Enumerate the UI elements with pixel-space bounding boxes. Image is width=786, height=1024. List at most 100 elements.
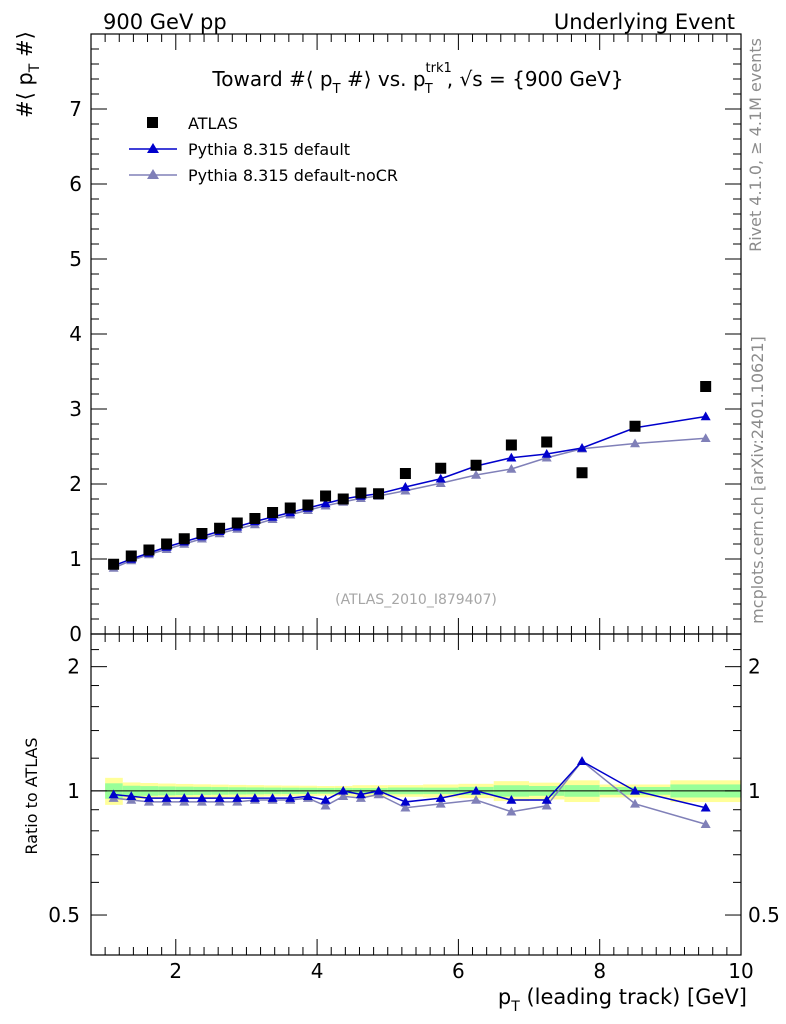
header-collision: 900 GeV pp <box>103 10 227 34</box>
marker-atlas-21 <box>576 467 588 479</box>
marker-atlas-23 <box>700 381 712 392</box>
marker-nocr-19 <box>506 464 517 473</box>
marker-atlas-13 <box>337 493 349 505</box>
ratio-marker-default-5 <box>196 793 207 802</box>
legend-marker-nocr <box>147 169 159 179</box>
ratio-marker-default-4 <box>179 793 190 802</box>
ratio-marker-default-22 <box>630 785 641 795</box>
marker-atlas-0 <box>108 558 120 570</box>
ratio-marker-default-14 <box>355 789 366 799</box>
marker-default-20 <box>541 449 552 458</box>
series-line-default <box>113 415 706 567</box>
rivet-version-label: Rivet 4.1.0, ≥ 4.1M events <box>746 38 765 252</box>
ratio-marker-default-1 <box>126 791 137 801</box>
marker-atlas-8 <box>249 513 261 524</box>
marker-atlas-19 <box>505 439 517 451</box>
x-tick-label: 4 <box>311 959 324 983</box>
ratio-marker-nocr-16 <box>400 802 411 812</box>
legend-label-atlas: ATLAS <box>188 114 238 133</box>
marker-atlas-22 <box>629 420 641 432</box>
main-panel-series <box>108 381 712 572</box>
y-main-tick-label: 3 <box>69 397 82 421</box>
y-ratio-tick-label-right: 2 <box>748 655 761 679</box>
axis-ticks: 2 4 6 8 10 0 1 2 3 4 5 6 7 0.5 0.5 1 1 2 2 <box>48 34 780 983</box>
y-main-tick-label: 6 <box>69 172 82 196</box>
legend-marker-default <box>147 143 159 153</box>
marker-default-17 <box>435 473 446 483</box>
x-axis-label: pT (leading track) [GeV] <box>498 985 747 1015</box>
ratio-marker-default-0 <box>108 789 119 799</box>
x-tick-label: 2 <box>169 959 182 983</box>
marker-atlas-9 <box>267 507 279 518</box>
ratio-line-default <box>113 760 706 809</box>
ratio-line-nocr <box>113 760 706 825</box>
y-main-tick-label: 7 <box>69 97 82 121</box>
y-ratio-tick-label-left: 2 <box>67 655 80 679</box>
mcplots-label: mcplots.cern.ch [arXiv:2401.10621] <box>748 336 767 624</box>
ratio-y-axis-label: Ratio to ATLAS <box>22 737 41 854</box>
marker-atlas-11 <box>302 499 314 511</box>
y-main-tick-label: 1 <box>69 547 82 571</box>
x-tick-label: 8 <box>593 959 606 983</box>
ratio-marker-default-19 <box>506 795 517 804</box>
main-y-axis-label: #⟨ pT #⟩ <box>13 31 43 118</box>
ratio-marker-default-3 <box>161 793 172 802</box>
ratio-marker-default-12 <box>320 795 331 804</box>
marker-atlas-18 <box>470 459 482 471</box>
marker-default-21 <box>577 443 588 452</box>
marker-atlas-10 <box>284 502 296 514</box>
ratio-marker-default-20 <box>541 795 552 804</box>
ratio-marker-default-9 <box>267 793 278 802</box>
marker-nocr-17 <box>435 478 446 487</box>
y-main-tick-label: 2 <box>69 472 82 496</box>
ratio-marker-default-2 <box>143 793 154 802</box>
marker-atlas-17 <box>435 462 447 474</box>
marker-atlas-7 <box>231 517 243 529</box>
ratio-marker-default-11 <box>302 791 313 801</box>
marker-atlas-20 <box>541 436 553 448</box>
y-main-tick-label: 4 <box>69 322 82 346</box>
ratio-marker-default-23 <box>700 802 711 812</box>
ratio-marker-default-15 <box>373 785 384 795</box>
analysis-watermark: (ATLAS_2010_I879407) <box>335 592 497 608</box>
legend: ATLAS Pythia 8.315 default Pythia 8.315 … <box>129 114 398 185</box>
marker-default-12 <box>320 498 331 508</box>
marker-default-19 <box>506 452 517 462</box>
ratio-marker-nocr-19 <box>506 806 517 816</box>
y-main-tick-label: 5 <box>69 247 82 271</box>
x-tick-label: 10 <box>728 959 753 983</box>
marker-atlas-2 <box>143 544 155 556</box>
ratio-marker-default-18 <box>471 785 482 795</box>
ratio-marker-default-6 <box>214 793 225 802</box>
y-main-tick-label: 0 <box>69 622 82 646</box>
marker-atlas-1 <box>125 550 137 562</box>
header-analysis: Underlying Event <box>554 10 735 34</box>
marker-atlas-15 <box>373 488 385 500</box>
marker-atlas-6 <box>214 522 226 534</box>
ratio-marker-nocr-13 <box>338 791 349 801</box>
ratio-marker-nocr-23 <box>700 819 711 828</box>
legend-label-nocr: Pythia 8.315 default-noCR <box>188 166 398 185</box>
marker-nocr-23 <box>700 433 711 442</box>
ratio-marker-nocr-20 <box>541 800 552 810</box>
ratio-marker-nocr-12 <box>320 800 331 810</box>
marker-nocr-22 <box>630 438 641 448</box>
marker-default-16 <box>400 482 411 491</box>
x-tick-label: 6 <box>452 959 465 983</box>
y-ratio-tick-label-right: 1 <box>748 779 761 803</box>
ratio-marker-nocr-18 <box>471 795 482 804</box>
ratio-marker-default-8 <box>249 793 260 802</box>
chart-title: Toward #⟨ pT #⟩ vs. ptrk1 T, √s = {900 Ge… <box>211 61 623 97</box>
legend-marker-atlas <box>147 117 158 128</box>
ratio-marker-default-7 <box>232 793 243 802</box>
ratio-marker-default-16 <box>400 796 411 806</box>
marker-atlas-4 <box>178 533 190 545</box>
ratio-marker-default-13 <box>338 785 349 795</box>
marker-atlas-5 <box>196 528 208 539</box>
marker-atlas-3 <box>161 538 173 550</box>
ratio-marker-default-10 <box>285 793 296 802</box>
y-ratio-tick-label-left: 0.5 <box>48 903 80 927</box>
legend-label-default: Pythia 8.315 default <box>188 140 350 159</box>
marker-atlas-14 <box>355 487 367 499</box>
